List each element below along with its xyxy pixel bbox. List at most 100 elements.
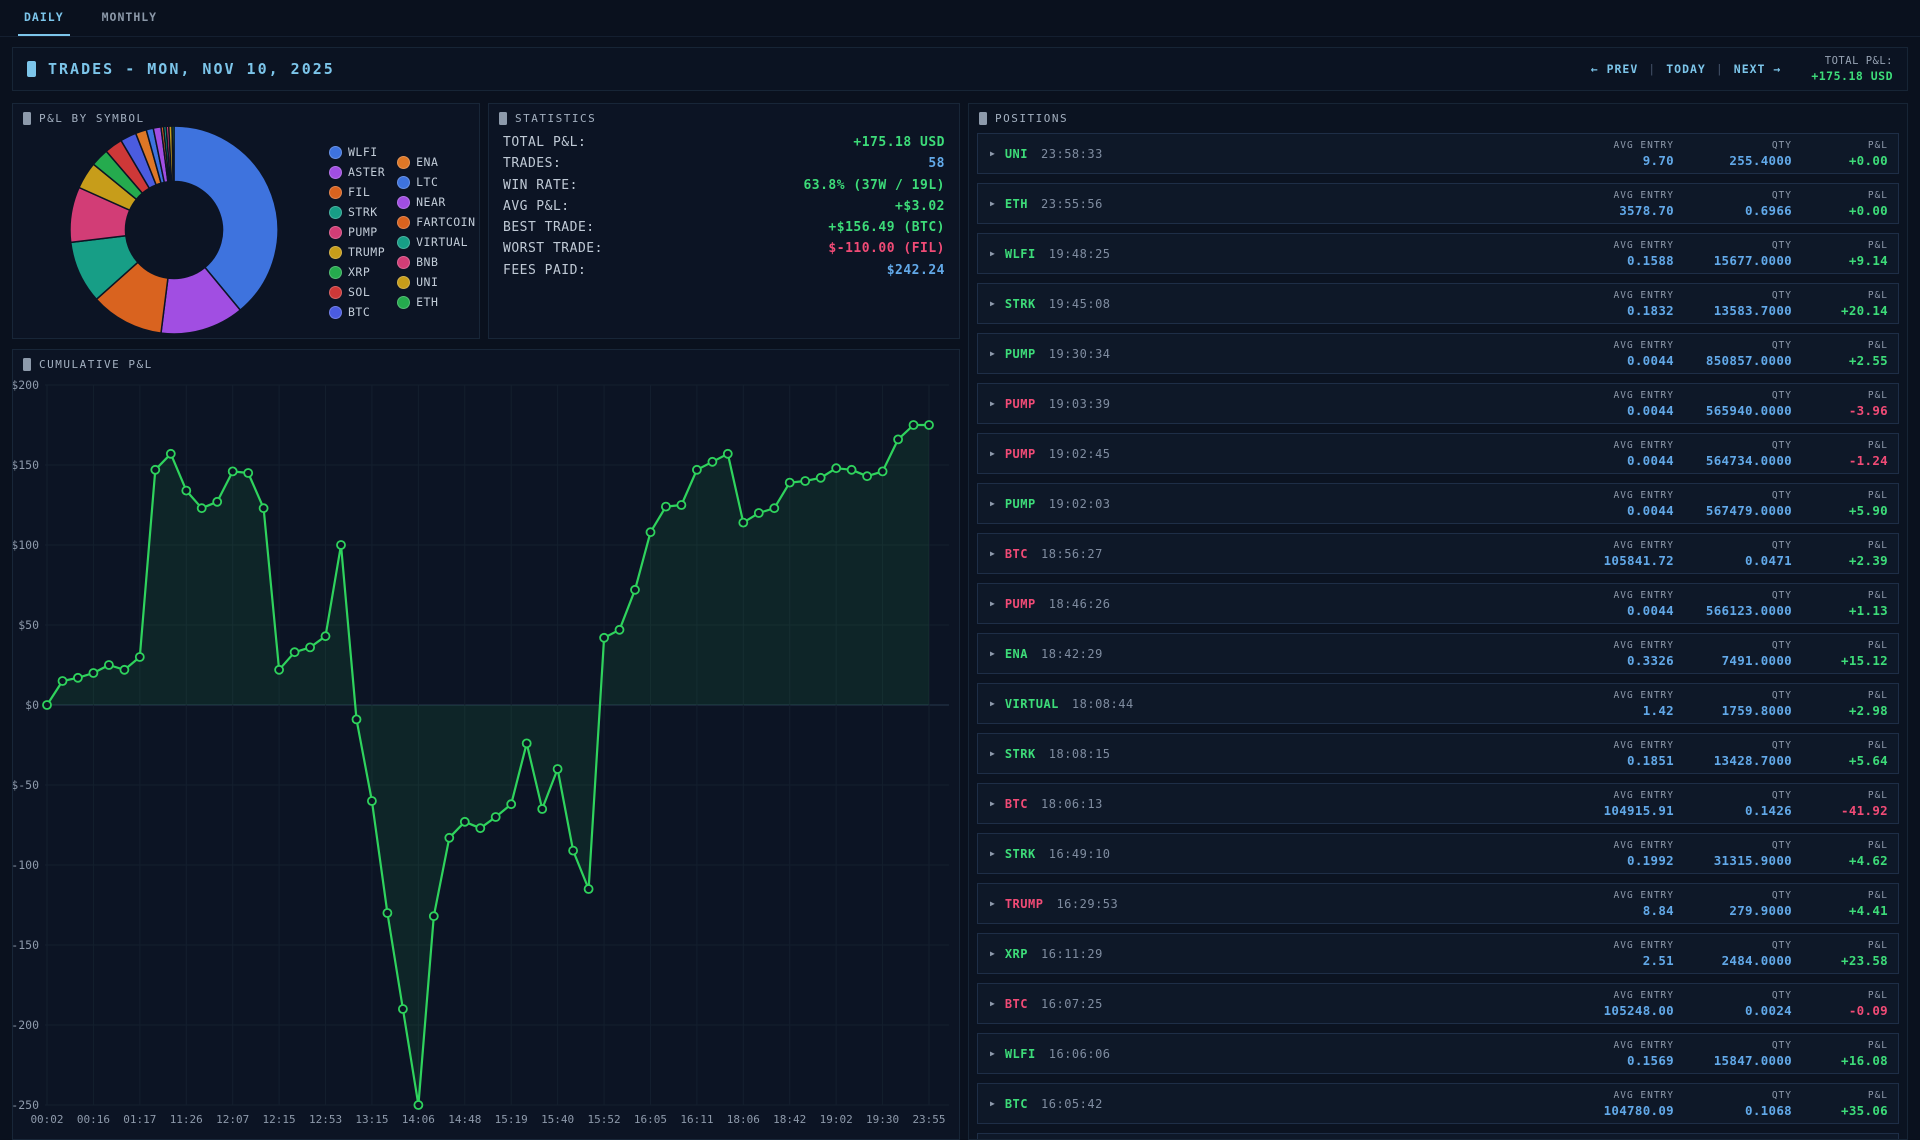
- today-button[interactable]: TODAY: [1666, 62, 1706, 76]
- expand-triangle-icon: ▶: [990, 899, 995, 908]
- x-axis-tick-label: 00:16: [77, 1113, 110, 1126]
- position-col-header: P&L: [1867, 1089, 1888, 1101]
- legend-item-ltc[interactable]: LTC: [397, 172, 475, 192]
- position-symbol: PUMP: [1004, 346, 1036, 361]
- position-col-value: +5.64: [1848, 752, 1888, 768]
- data-point-marker: [862, 471, 872, 482]
- position-row-pump-184626[interactable]: ▶ PUMP 18:46:26 AVG ENTRY 0.0044 QTY 566123.00…: [977, 583, 1899, 624]
- y-axis-tick-label: $50: [18, 618, 39, 632]
- position-row-ena-184229[interactable]: ▶ ENA 18:42:29 AVG ENTRY 0.3326 QTY 7491.0000 P…: [977, 633, 1899, 674]
- prev-day-button[interactable]: ← PREV: [1590, 62, 1639, 76]
- position-col-value: 0.0044: [1627, 352, 1674, 368]
- position-col-value: 0.0044: [1627, 502, 1674, 518]
- legend-item-strk[interactable]: STRK: [329, 202, 385, 222]
- legend-label: FARTCOIN: [416, 215, 476, 229]
- data-point-marker: [57, 676, 68, 686]
- position-col-header: AVG ENTRY: [1613, 689, 1674, 701]
- position-col-value: 0.0044: [1627, 452, 1674, 468]
- position-col-header: AVG ENTRY: [1613, 889, 1674, 901]
- position-row-uni-235833[interactable]: ▶ UNI 23:58:33 AVG ENTRY 9.70 QTY 255.4000 P&L +…: [977, 133, 1899, 174]
- position-row-strk-194508[interactable]: ▶ STRK 19:45:08 AVG ENTRY 0.1832 QTY 13583.700…: [977, 283, 1899, 324]
- legend-item-sol[interactable]: SOL: [329, 282, 385, 302]
- position-row-btc-160725[interactable]: ▶ BTC 16:07:25 AVG ENTRY 105248.00 QTY 0.0024 P…: [977, 983, 1899, 1024]
- donut-slice-eth: [171, 125, 175, 183]
- tab-monthly[interactable]: MONTHLY: [101, 10, 158, 24]
- position-symbol: UNI: [1004, 146, 1029, 161]
- position-row-btc-185627[interactable]: ▶ BTC 18:56:27 AVG ENTRY 105841.72 QTY 0.0471 P…: [977, 533, 1899, 574]
- position-symbol: TRUMP: [1004, 896, 1044, 911]
- legend-item-xrp[interactable]: XRP: [329, 262, 385, 282]
- position-row-virtual-180844[interactable]: ▶ VIRTUAL 18:08:44 AVG ENTRY 1.42 QTY 1759.800…: [977, 683, 1899, 724]
- position-row-strk-180815[interactable]: ▶ STRK 18:08:15 AVG ENTRY 0.1851 QTY 13428.700…: [977, 733, 1899, 774]
- legend-item-uni[interactable]: UNI: [397, 272, 475, 292]
- data-point-marker: [475, 823, 486, 834]
- data-point-marker: [88, 668, 99, 678]
- legend-item-trump[interactable]: TRUMP: [329, 242, 385, 262]
- legend-swatch-icon: [329, 185, 342, 199]
- panel-block-icon: [23, 112, 31, 125]
- position-col-value: 1759.8000: [1721, 702, 1792, 718]
- position-col-value: 0.1068: [1745, 1102, 1792, 1118]
- legend-label: BTC: [348, 305, 371, 319]
- legend-item-aster[interactable]: ASTER: [329, 162, 385, 182]
- legend-item-fartcoin[interactable]: FARTCOIN: [397, 212, 475, 232]
- y-axis-tick-label: $150: [13, 458, 39, 472]
- title-block-icon: [27, 61, 36, 77]
- legend-item-fil[interactable]: FIL: [329, 182, 385, 202]
- data-point-marker: [738, 517, 749, 528]
- data-point-marker: [630, 584, 640, 595]
- position-row-trump-162953[interactable]: ▶ TRUMP 16:29:53 AVG ENTRY 8.84 QTY 279.9000 P&…: [977, 883, 1899, 924]
- position-row-partial[interactable]: [977, 1133, 1899, 1139]
- stat-row: BEST TRADE: +$156.49 (BTC): [489, 217, 959, 238]
- legend-item-eth[interactable]: ETH: [397, 292, 475, 312]
- x-axis-tick-label: 15:52: [587, 1113, 620, 1126]
- x-axis-tick-label: 14:06: [402, 1113, 435, 1126]
- position-row-strk-164910[interactable]: ▶ STRK 16:49:10 AVG ENTRY 0.1992 QTY 31315.900…: [977, 833, 1899, 874]
- data-point-marker: [552, 764, 563, 774]
- position-row-pump-190339[interactable]: ▶ PUMP 19:03:39 AVG ENTRY 0.0044 QTY 565940.00…: [977, 383, 1899, 424]
- position-symbol: BTC: [1004, 996, 1029, 1011]
- expand-triangle-icon: ▶: [990, 349, 995, 358]
- legend-item-virtual[interactable]: VIRTUAL: [397, 232, 475, 252]
- data-point-marker: [490, 812, 501, 822]
- expand-triangle-icon: ▶: [990, 149, 995, 158]
- position-time: 18:06:13: [1041, 796, 1103, 811]
- position-col-value: 13583.7000: [1713, 302, 1792, 318]
- position-row-btc-180613[interactable]: ▶ BTC 18:06:13 AVG ENTRY 104915.91 QTY 0.1426 P…: [977, 783, 1899, 824]
- legend-label: UNI: [416, 275, 439, 289]
- position-row-pump-190203[interactable]: ▶ PUMP 19:02:03 AVG ENTRY 0.0044 QTY 567479.00…: [977, 483, 1899, 524]
- position-row-wlfi-194825[interactable]: ▶ WLFI 19:48:25 AVG ENTRY 0.1588 QTY 15677.000…: [977, 233, 1899, 274]
- nav-separator: |: [1648, 62, 1657, 76]
- position-time: 16:29:53: [1056, 896, 1119, 911]
- donut-slice-wlfi: [173, 125, 279, 312]
- data-point-marker: [305, 642, 316, 653]
- legend-item-pump[interactable]: PUMP: [329, 222, 385, 242]
- position-row-btc-160542[interactable]: ▶ BTC 16:05:42 AVG ENTRY 104780.09 QTY 0.1068 P…: [977, 1083, 1899, 1124]
- legend-item-ena[interactable]: ENA: [397, 152, 475, 172]
- stat-row: FEES PAID: $242.24: [489, 260, 959, 281]
- position-symbol: ENA: [1004, 646, 1029, 661]
- position-col-header: QTY: [1771, 789, 1792, 801]
- data-point-marker: [196, 503, 207, 514]
- legend-label: ASTER: [348, 165, 386, 179]
- data-point-marker: [924, 420, 934, 430]
- expand-triangle-icon: ▶: [990, 699, 995, 708]
- expand-triangle-icon: ▶: [990, 1099, 995, 1108]
- legend-item-wlfi[interactable]: WLFI: [329, 142, 385, 162]
- position-row-wlfi-160606[interactable]: ▶ WLFI 16:06:06 AVG ENTRY 0.1569 QTY 15847.000…: [977, 1033, 1899, 1074]
- legend-item-bnb[interactable]: BNB: [397, 252, 475, 272]
- position-row-pump-193034[interactable]: ▶ PUMP 19:30:34 AVG ENTRY 0.0044 QTY 850857.00…: [977, 333, 1899, 374]
- legend-item-btc[interactable]: BTC: [329, 302, 385, 322]
- position-time: 16:49:10: [1048, 846, 1111, 861]
- legend-item-near[interactable]: NEAR: [397, 192, 475, 212]
- next-day-button[interactable]: NEXT →: [1733, 62, 1782, 76]
- position-col-header: P&L: [1867, 1039, 1888, 1051]
- position-row-eth-235556[interactable]: ▶ ETH 23:55:56 AVG ENTRY 3578.70 QTY 0.6966 P&L…: [977, 183, 1899, 224]
- position-row-xrp-161129[interactable]: ▶ XRP 16:11:29 AVG ENTRY 2.51 QTY 2484.0000 P&L…: [977, 933, 1899, 974]
- position-col-value: 31315.9000: [1713, 852, 1792, 868]
- position-col-header: P&L: [1867, 239, 1888, 251]
- position-row-pump-190245[interactable]: ▶ PUMP 19:02:45 AVG ENTRY 0.0044 QTY 564734.00…: [977, 433, 1899, 474]
- expand-triangle-icon: ▶: [990, 1049, 995, 1058]
- tab-daily[interactable]: DAILY: [18, 0, 70, 36]
- position-col-value: 0.1588: [1627, 252, 1674, 268]
